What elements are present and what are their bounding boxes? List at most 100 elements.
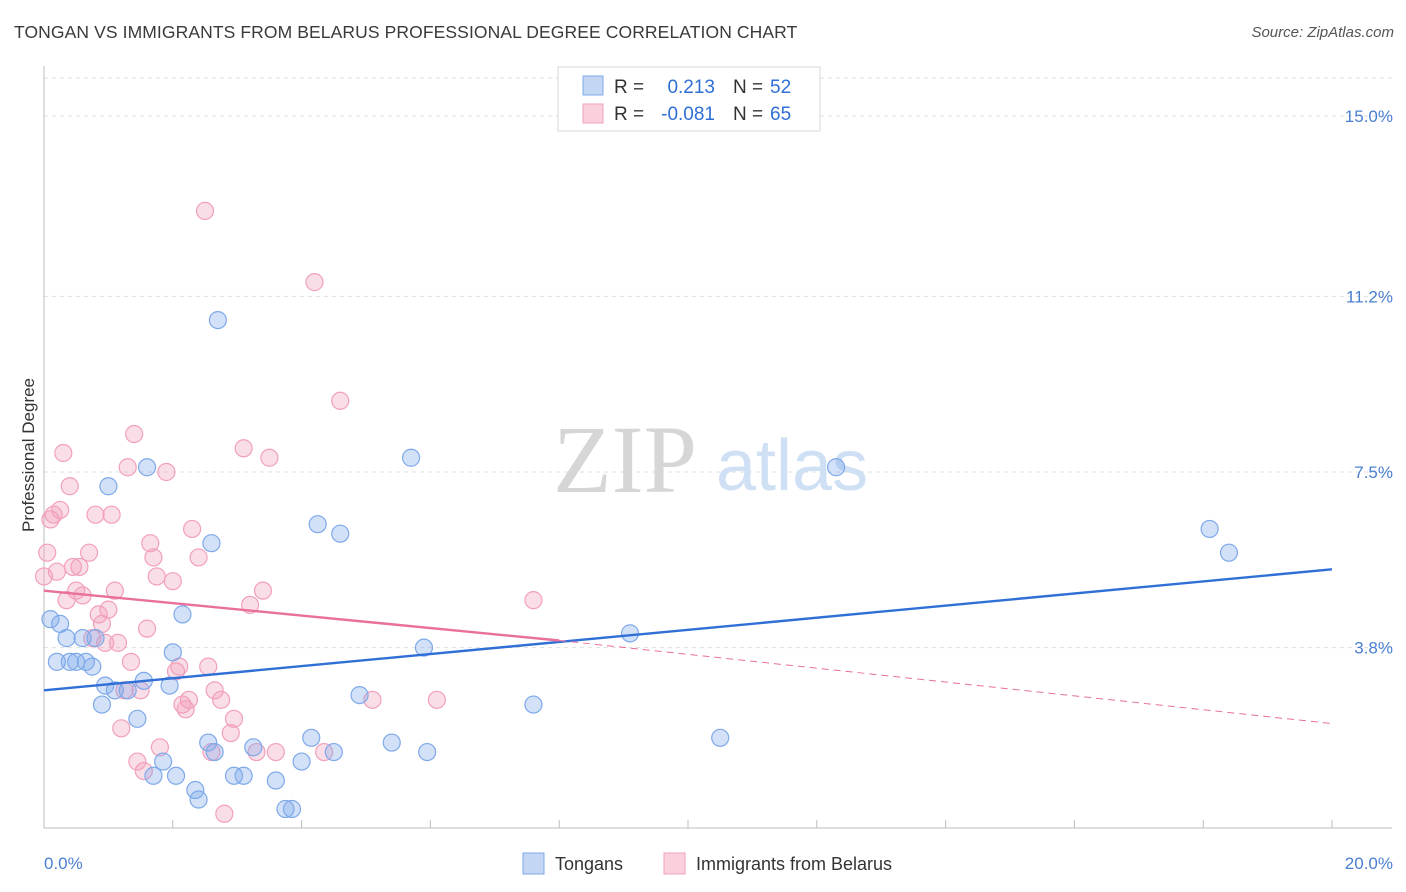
tongans-point [324,742,343,762]
belarus-point [183,519,202,539]
tongans-point [144,766,163,785]
tongans-legend-swatch [582,75,604,96]
belarus-point [524,591,543,610]
tongans-r-value: 0.213 [667,77,715,98]
tongans-r-label: R = [614,77,644,98]
tongans-point [1200,519,1219,539]
tongans-point [382,733,401,752]
watermark: ZIP atlas [553,406,868,513]
tongans-point [224,766,244,785]
x-tick-label: 20.0% [1345,854,1393,873]
belarus-point [224,709,244,728]
tongans-point [418,742,437,762]
belarus-point [150,738,170,757]
belarus-point [331,391,350,410]
belarus-point [315,742,334,762]
belarus-point [105,581,124,600]
tongans-point [47,652,66,671]
tongans-point [199,733,218,752]
y-tick-label: 15.0% [1345,107,1393,126]
tongans-point [234,766,253,785]
tongans-point [189,790,208,809]
x-tick-labels: 0.0% 20.0% [44,854,1393,873]
belarus-trend-line-dashed [559,640,1333,725]
watermark-zip: ZIP [553,406,697,513]
belarus-point [79,543,99,562]
tongans-point [282,799,302,819]
y-tick-label: 11.2% [1346,287,1393,306]
tongans-point [308,515,327,534]
tongans-point [302,728,321,747]
stats-legend: R = 0.213 N = 52 R = -0.081 N = 65 [557,66,821,132]
axes [43,66,1392,829]
tongans-point [166,766,186,785]
belarus-point [34,567,54,586]
belarus-point [50,500,70,520]
y-tick-label: 7.5% [1354,463,1393,482]
belarus-point [215,804,234,823]
tongans-point [292,752,311,771]
tongans-point [60,652,79,671]
tongans-point [92,695,112,714]
belarus-series-label: Immigrants from Belarus [696,854,892,874]
belarus-point [221,723,240,743]
belarus-point [253,581,273,600]
tongans-point [99,477,118,496]
belarus-point [102,505,121,524]
gridlines [44,77,1392,649]
belarus-point [157,462,176,482]
belarus-point [195,201,215,221]
tongans-point [105,681,124,700]
tongans-point [83,657,102,676]
tongans-series-swatch [522,852,545,875]
belarus-point [134,761,153,781]
tongans-series-label: Tongans [555,854,623,874]
tongans-point [128,709,147,728]
tongans-point [827,458,846,477]
belarus-point [128,752,147,771]
tongans-point [73,629,92,648]
tongans-point [1219,543,1239,562]
belarus-point [137,619,157,638]
tongans-point [202,534,221,553]
belarus-point [121,652,141,671]
belarus-point [108,633,128,652]
belarus-point [176,700,195,719]
belarus-points [34,201,543,823]
tongans-points [41,310,1239,819]
belarus-point [60,477,79,496]
belarus-point [125,424,144,444]
tongans-point [57,629,76,648]
belarus-point [199,657,218,676]
tongans-point [173,605,192,624]
tongans-n-value: 52 [770,77,791,98]
belarus-r-value: -0.081 [661,104,715,125]
belarus-point [189,548,208,567]
belarus-point [179,690,198,709]
tongans-point [41,610,60,629]
belarus-point [260,448,279,467]
belarus-point [96,633,115,652]
belarus-point [70,557,89,577]
belarus-point [144,548,163,567]
tongans-point [276,799,295,819]
y-tick-label: 3.8% [1354,639,1393,658]
y-tick-labels: 3.8% 7.5% 11.2% 15.0% [1345,107,1393,658]
belarus-legend-swatch [582,103,604,124]
belarus-point [112,719,131,738]
chart-title: TONGAN VS IMMIGRANTS FROM BELARUS PROFES… [14,22,798,42]
tongans-point [414,638,434,657]
tongans-point [208,310,227,330]
tongans-point [350,685,369,705]
belarus-n-value: 65 [770,104,791,125]
source-label: Source: ZipAtlas.com [1251,24,1394,41]
tongans-point [154,752,173,771]
belarus-point [63,557,83,577]
series-legend: Tongans Immigrants from Belarus [522,852,892,875]
tongans-point [711,728,730,747]
tongans-point [86,629,105,648]
trend-lines [43,568,1333,725]
belarus-point [38,543,57,562]
belarus-point [266,742,285,762]
